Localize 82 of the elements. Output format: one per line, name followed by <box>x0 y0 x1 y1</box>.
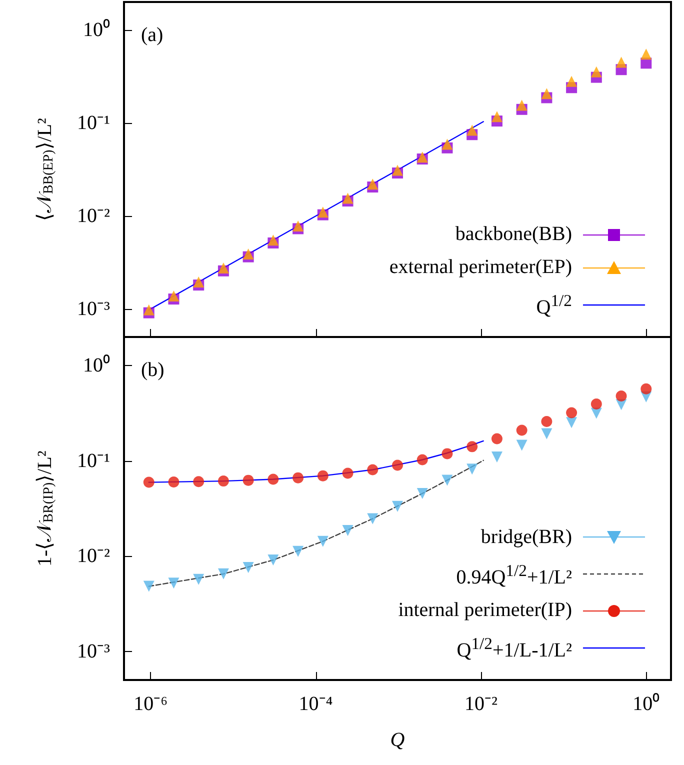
point <box>566 76 578 87</box>
y-tick-label: 10⁻² <box>77 545 110 568</box>
legend-label: bridge(BR) <box>480 524 572 550</box>
point <box>640 48 652 60</box>
point <box>268 554 279 566</box>
point <box>292 220 304 232</box>
point <box>516 424 528 436</box>
y-axis-title: ⟨𝒩BB(EP)⟩/L² <box>34 118 56 222</box>
legend-label: 0.94Q$^{1/2}$+1/L² <box>456 560 572 590</box>
point <box>143 304 154 316</box>
point <box>466 124 478 136</box>
point <box>367 178 378 190</box>
point <box>193 476 204 488</box>
point <box>268 234 279 246</box>
point <box>342 468 354 479</box>
point <box>143 476 154 488</box>
point <box>541 88 552 100</box>
point <box>541 428 552 440</box>
point <box>466 464 478 475</box>
point <box>367 513 378 524</box>
y-tick-label: 10⁻¹ <box>77 112 110 134</box>
text: (a) <box>141 24 164 46</box>
point <box>193 574 204 585</box>
point <box>392 500 404 512</box>
point <box>392 164 404 176</box>
point <box>367 464 378 476</box>
point <box>416 454 428 466</box>
x-tick-label: 10⁻² <box>464 693 498 715</box>
point <box>491 111 502 122</box>
legend-label: internal perimeter(IP) <box>398 598 572 624</box>
point <box>640 383 652 394</box>
point <box>516 100 528 111</box>
point <box>616 390 627 402</box>
point <box>218 476 229 487</box>
point <box>590 66 602 78</box>
point <box>292 472 304 484</box>
point <box>616 56 627 68</box>
legend-label: Q$^{1/2}$+1/L-1/L² <box>456 633 572 664</box>
x-tick-label: 10⁻⁴ <box>298 693 333 715</box>
text: (b) <box>141 359 164 381</box>
point <box>541 416 552 428</box>
point <box>292 546 304 557</box>
x-axis-title: Q <box>390 729 406 751</box>
point <box>242 248 254 260</box>
point <box>491 451 502 462</box>
point <box>491 433 502 444</box>
legend-label: external perimeter(EP) <box>389 255 572 280</box>
point <box>317 206 328 218</box>
point <box>566 417 578 428</box>
legend-label: Q$^{1/2}$ <box>536 290 572 321</box>
point <box>317 470 328 482</box>
point <box>143 580 154 592</box>
legend-label: backbone(BB) <box>455 222 572 248</box>
point <box>268 474 279 485</box>
point <box>342 524 354 536</box>
x-tick-label: 10⁰ <box>632 692 660 715</box>
point <box>466 441 478 452</box>
point <box>392 460 404 471</box>
y-tick-label: 10⁰ <box>83 18 110 41</box>
point <box>168 578 180 589</box>
point <box>442 138 453 150</box>
x-tick-label: 10⁻⁶ <box>134 693 168 715</box>
point <box>242 562 254 573</box>
point <box>218 262 229 274</box>
point <box>416 488 428 499</box>
point <box>168 290 180 302</box>
point <box>566 407 578 418</box>
point <box>342 192 354 204</box>
point <box>193 276 204 288</box>
y-tick-label: 10⁻³ <box>77 298 110 320</box>
y-tick-label: 10⁻² <box>77 205 110 227</box>
point <box>168 476 180 488</box>
y-tick-label: 10⁻³ <box>77 640 110 662</box>
point <box>218 568 229 580</box>
point <box>442 474 453 486</box>
point <box>442 448 453 460</box>
point <box>590 398 602 410</box>
y-tick-label: 10⁻¹ <box>77 450 110 472</box>
point <box>317 536 328 547</box>
point <box>516 440 528 451</box>
y-tick-label: 10⁰ <box>83 354 110 377</box>
point <box>242 474 254 486</box>
